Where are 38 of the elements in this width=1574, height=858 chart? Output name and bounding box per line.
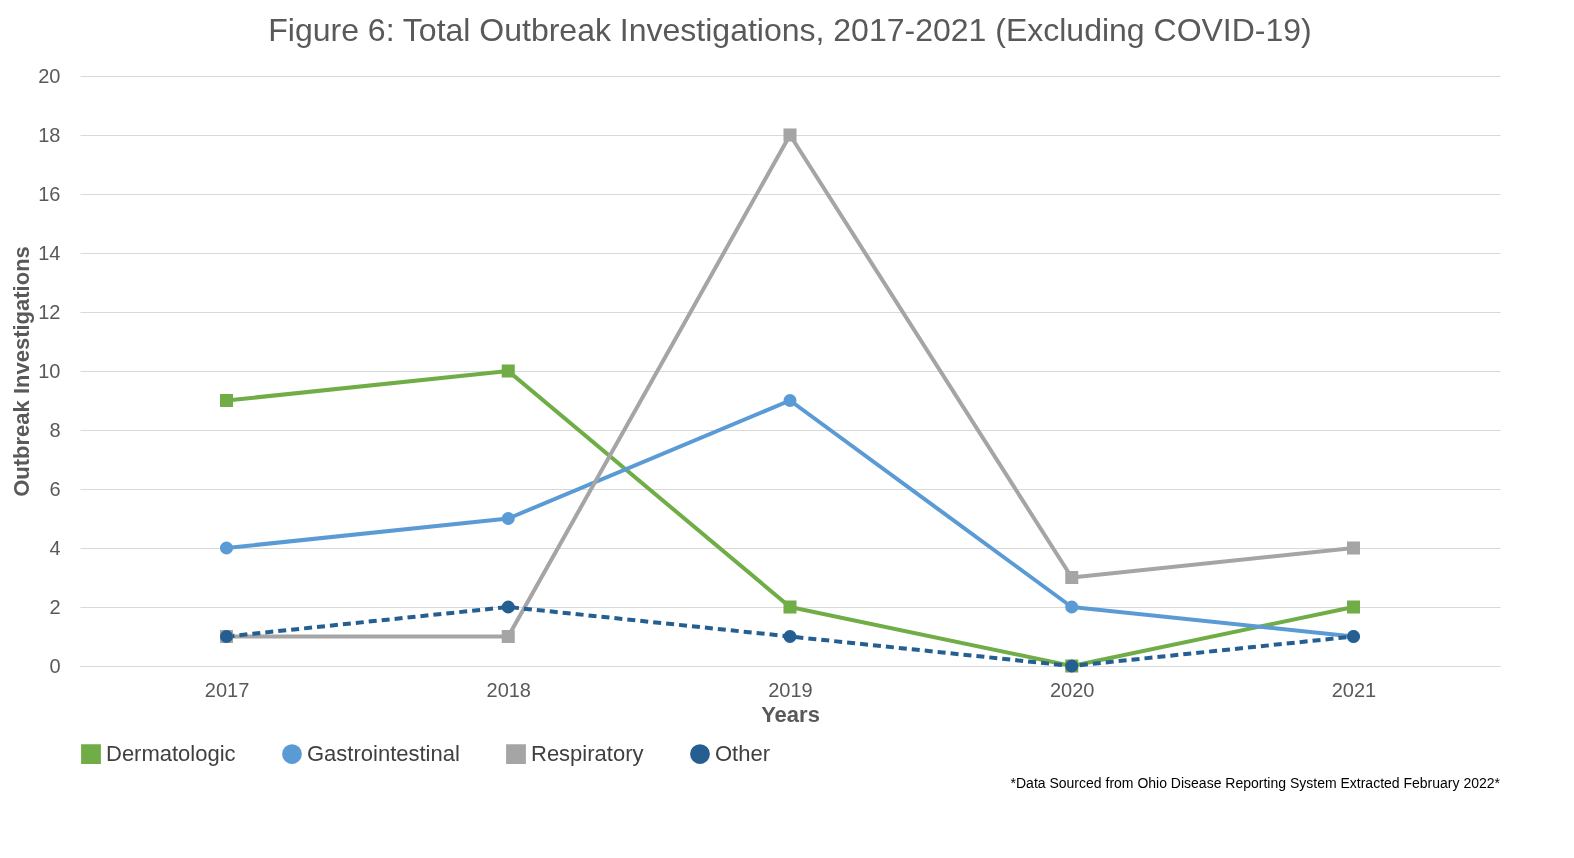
y-tick-label: 8 [49, 418, 61, 441]
y-tick-label: 6 [49, 477, 61, 500]
point [1346, 600, 1361, 614]
y-tick-label: 4 [49, 536, 61, 559]
legend-label: Other [715, 741, 771, 767]
x-tick-label: 2017 [204, 678, 250, 701]
point [501, 511, 515, 526]
y-tick-label: 12 [38, 300, 61, 323]
point [783, 600, 797, 614]
text: *Data Sourced from Ohio Disease Reporting System Extracted February 2022* [1010, 775, 1501, 791]
x-tick-label: 2020 [1050, 678, 1095, 701]
y-tick-label: 2 [49, 595, 61, 618]
y-tick-label: 16 [38, 182, 61, 205]
x-tick-label: 2019 [768, 678, 813, 701]
x-tick-label: 2018 [486, 678, 531, 701]
point [219, 393, 234, 408]
point [219, 541, 234, 555]
y-tick-label: 0 [49, 654, 61, 677]
x-tick-label: 2021 [1331, 678, 1377, 701]
legend-label: Gastrointestinal [307, 741, 460, 767]
point [1065, 600, 1079, 614]
point [501, 600, 515, 614]
point [1065, 570, 1079, 585]
legend-label: Dermatologic [106, 741, 236, 767]
point [501, 629, 515, 644]
point [1346, 541, 1361, 555]
y-axis-title: Outbreak Investigations [9, 246, 35, 497]
legend-label: Respiratory [531, 741, 644, 767]
chart-title: Figure 6: Total Outbreak Investigations, 2017-2021 (Excluding COVID-19) [268, 12, 1312, 48]
y-tick-label: 14 [38, 241, 61, 264]
y-tick-label: 18 [38, 123, 61, 146]
point [783, 629, 797, 644]
y-tick-label: 10 [38, 359, 61, 382]
point [501, 364, 515, 378]
x-axis-title: Years [761, 701, 820, 727]
point [783, 128, 797, 142]
y-tick-label: 20 [38, 64, 61, 87]
point [783, 393, 797, 408]
